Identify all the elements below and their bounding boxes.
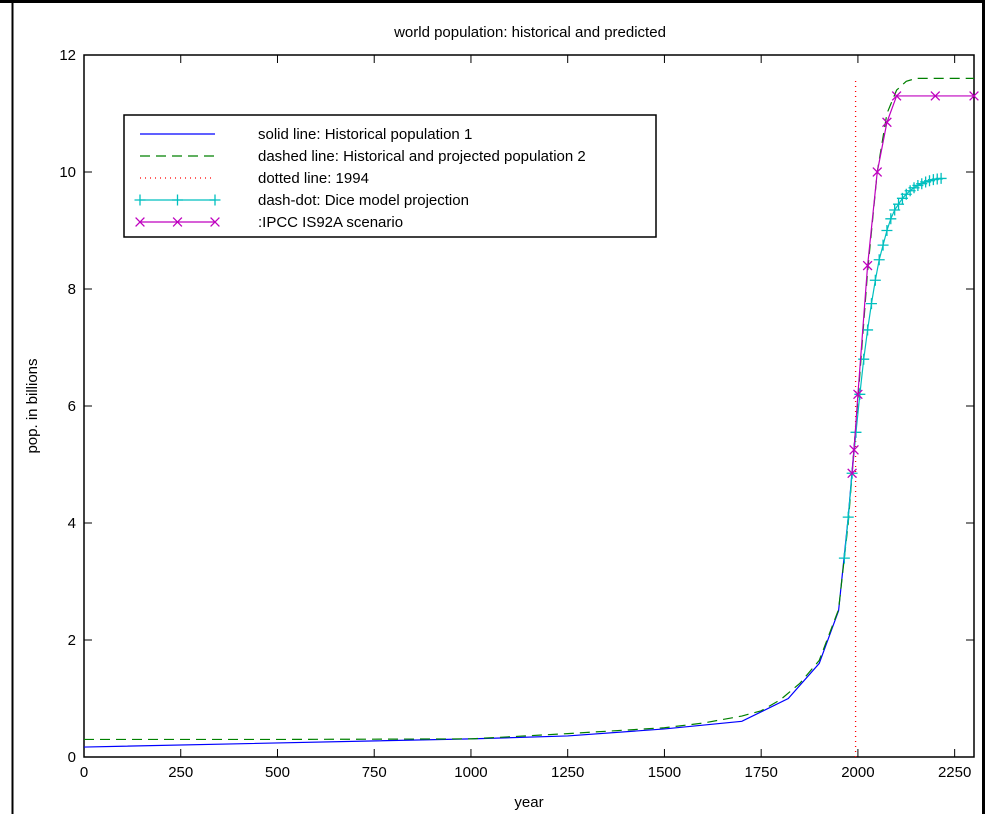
chart-title: world population: historical and predict…	[393, 24, 666, 41]
legend-box	[123, 114, 657, 238]
data-point	[877, 239, 889, 251]
x-tick-label: 750	[362, 764, 387, 781]
legend-label: dash-dot: Dice model projection	[258, 192, 469, 209]
legend-label: solid line: Historical population 1	[258, 126, 472, 143]
legend-marker	[134, 194, 146, 206]
series-line	[84, 77, 974, 741]
legend-label: dotted line: 1994	[258, 170, 369, 187]
data-point	[842, 511, 854, 523]
y-tick-label: 12	[59, 47, 76, 64]
data-point	[891, 91, 902, 101]
y-axis-label: pop. in billions	[24, 358, 41, 453]
legend-item: :IPCC IS92A scenario	[135, 214, 403, 231]
data-point	[893, 198, 905, 210]
legend-label: dashed line: Historical and projected po…	[258, 148, 586, 165]
data-point	[889, 204, 901, 216]
axis-ticks	[83, 54, 974, 758]
data-point	[849, 445, 859, 455]
data-point	[865, 298, 877, 310]
data-point	[881, 225, 893, 236]
legend: solid line: Historical population 1 dashe…	[123, 114, 657, 238]
series-1	[84, 77, 974, 741]
data-point	[862, 324, 874, 336]
y-tick-label: 10	[59, 164, 76, 181]
x-axis-label: year	[514, 794, 543, 811]
data-point	[847, 468, 857, 479]
x-tick-label: 250	[168, 764, 193, 781]
y-tick-label: 6	[68, 398, 76, 415]
data-point	[862, 260, 873, 271]
legend-marker	[172, 194, 183, 206]
data-point	[882, 117, 892, 128]
x-tick-label: 2000	[841, 764, 874, 781]
x-tick-label: 2250	[938, 764, 971, 781]
data-point	[872, 167, 883, 177]
legend-label: :IPCC IS92A scenario	[258, 214, 403, 231]
data-point	[969, 91, 979, 101]
series-4	[847, 91, 979, 479]
x-tick-label: 1750	[744, 764, 777, 781]
legend-item: dash-dot: Dice model projection	[134, 192, 469, 209]
legend-marker	[135, 217, 145, 227]
data-point	[873, 254, 885, 266]
data-point	[930, 91, 941, 101]
x-tick-label: 0	[80, 764, 88, 781]
legend-marker	[210, 217, 220, 227]
data-point	[853, 389, 863, 400]
data-point	[838, 552, 850, 564]
y-tick-label: 4	[68, 515, 76, 532]
x-tick-label: 1250	[551, 764, 584, 781]
legend-marker	[209, 194, 221, 206]
data-point	[885, 213, 897, 225]
legend-item: dashed line: Historical and projected po…	[140, 148, 586, 165]
x-tick-label: 500	[265, 764, 290, 781]
y-tick-label: 2	[68, 632, 76, 649]
data-point	[854, 388, 866, 400]
legend-marker	[172, 217, 183, 227]
series-layer	[83, 77, 979, 757]
legend-item: dotted line: 1994	[140, 170, 369, 187]
data-point	[935, 172, 947, 184]
axis-tick-labels: 0 250 500 750 1000 1250 1500 1750 2000 2250 0 2 4 6 8 1…	[59, 47, 971, 781]
data-point	[869, 274, 881, 286]
y-tick-label: 8	[68, 281, 76, 298]
y-tick-label: 0	[68, 749, 76, 766]
x-tick-label: 1000	[454, 764, 487, 781]
legend-item: solid line: Historical population 1	[140, 126, 472, 143]
x-tick-label: 1500	[648, 764, 681, 781]
